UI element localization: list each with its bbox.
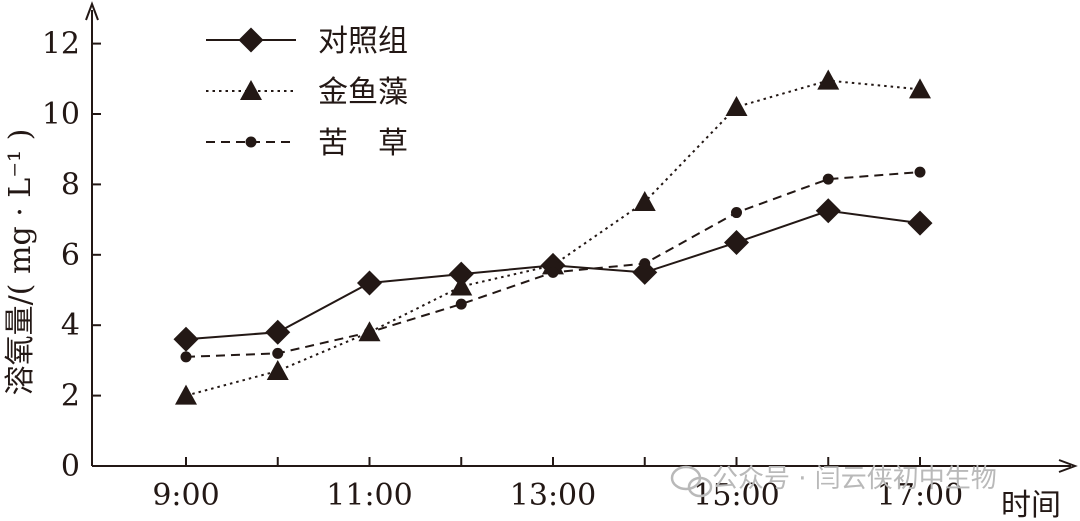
triangle-marker [240, 80, 262, 101]
legend-label: 苦 草 [318, 126, 408, 161]
diamond-marker [238, 27, 264, 53]
y-axis-arrow [85, 1, 99, 21]
x-axis-label: 时间 [1001, 488, 1061, 521]
legend-entry: 金鱼藻 [206, 75, 408, 110]
y-tick-label: 12 [42, 27, 80, 62]
circle-marker [639, 258, 651, 270]
circle-marker [547, 266, 559, 278]
x-tick-label: 17:00 [877, 478, 963, 513]
series-layer [173, 69, 933, 405]
triangle-marker [725, 95, 748, 116]
triangle-marker [633, 191, 656, 212]
legend-label: 金鱼藻 [318, 75, 408, 110]
series-1 [175, 69, 931, 405]
y-tick-label: 6 [61, 238, 80, 273]
x-tick-label: 9:00 [152, 478, 219, 513]
watermark-text: 公众号 · 闫云侠初中生物 [712, 464, 997, 494]
legend-entry: 苦 草 [206, 126, 408, 161]
circle-marker [245, 136, 257, 148]
circle-marker [180, 351, 192, 363]
series-2 [180, 166, 926, 363]
y-tick-label: 0 [61, 449, 80, 484]
legend-label: 对照组 [318, 24, 408, 59]
circle-marker [364, 326, 375, 338]
y-tick-label: 4 [61, 308, 80, 343]
diamond-marker [907, 210, 933, 236]
diamond-marker [815, 198, 841, 224]
legend-entry: 对照组 [206, 24, 408, 59]
watermark: 公众号 · 闫云侠初中生物 [670, 464, 997, 498]
diamond-marker [724, 229, 749, 255]
wechat-icon [670, 465, 713, 498]
triangle-marker [817, 69, 840, 90]
circle-marker [822, 173, 834, 185]
circle-marker [272, 347, 284, 359]
diamond-marker [173, 326, 199, 352]
x-tick-label: 13:00 [510, 478, 596, 513]
triangle-marker [175, 384, 197, 405]
circle-marker [731, 207, 742, 219]
triangle-marker [909, 78, 931, 99]
y-tick-label: 2 [61, 379, 80, 414]
x-tick-label: 15:00 [693, 478, 779, 513]
y-tick-label: 10 [42, 97, 80, 132]
x-axis-arrow [1058, 459, 1078, 473]
diamond-marker [357, 270, 382, 296]
y-axis-label: 溶氧量/( mg · L⁻¹ ) [3, 129, 38, 396]
y-tick-label: 8 [61, 167, 80, 202]
diamond-marker [632, 259, 658, 285]
diamond-marker [265, 319, 291, 345]
diamond-marker [448, 261, 474, 287]
triangle-marker [266, 359, 289, 380]
triangle-marker [450, 275, 473, 296]
axes: 0 2 4 6 8 10 12 9:00 11:00 13:00 15:00 17:00 [42, 1, 1078, 513]
x-tick-label: 11:00 [326, 478, 412, 513]
triangle-marker [542, 254, 564, 275]
circle-marker [914, 166, 926, 178]
circle-marker [455, 298, 467, 310]
